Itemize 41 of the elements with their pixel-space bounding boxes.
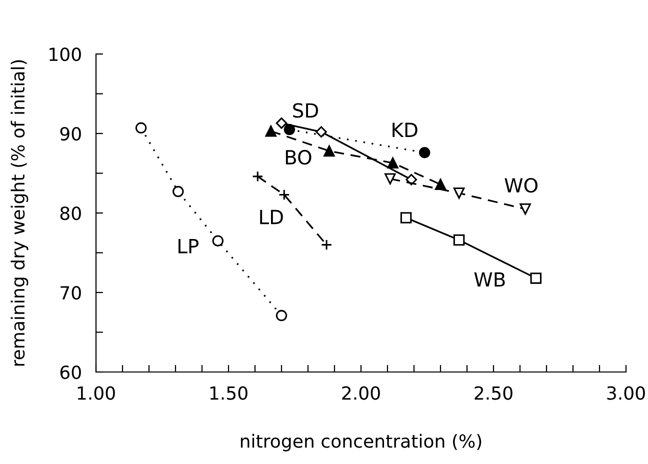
point bbox=[276, 117, 288, 129]
point bbox=[284, 124, 296, 136]
y-tick-label: 80 bbox=[60, 206, 81, 220]
point bbox=[320, 239, 332, 250]
point bbox=[387, 157, 398, 169]
point bbox=[316, 126, 327, 138]
y-tick-label: 100 bbox=[50, 47, 81, 62]
x-tick-label: 1.50 bbox=[210, 386, 248, 400]
point bbox=[278, 189, 290, 200]
x-tick-label: 1.00 bbox=[78, 386, 115, 400]
point bbox=[406, 174, 418, 186]
point bbox=[135, 122, 147, 134]
point bbox=[384, 173, 396, 184]
x-tick-label: 2.50 bbox=[474, 386, 512, 400]
series-label: LP bbox=[178, 239, 199, 254]
y-tick-label: 90 bbox=[60, 126, 81, 141]
series-label: WO bbox=[504, 178, 538, 193]
point bbox=[324, 145, 335, 157]
point bbox=[520, 203, 531, 215]
series-label: KD bbox=[392, 122, 418, 137]
point bbox=[453, 234, 465, 246]
y-tick-label: 60 bbox=[60, 365, 81, 380]
series-label: LD bbox=[260, 210, 283, 224]
point bbox=[453, 188, 465, 199]
point bbox=[276, 310, 288, 322]
x-tick-label: 3.00 bbox=[607, 386, 645, 400]
point bbox=[434, 178, 446, 190]
point bbox=[530, 272, 542, 284]
point bbox=[400, 212, 412, 224]
point bbox=[212, 235, 224, 246]
point bbox=[418, 146, 430, 158]
x-tick-label: 2.00 bbox=[342, 386, 380, 400]
series-label: BO bbox=[286, 150, 312, 165]
point bbox=[252, 170, 264, 182]
x-axis-title: nitrogen concentration (%) bbox=[240, 434, 482, 452]
y-axis-title: remaining dry weight (% of initial) bbox=[10, 60, 28, 366]
series-label: WB bbox=[474, 272, 505, 287]
series-label: SD bbox=[293, 103, 318, 118]
point bbox=[265, 125, 277, 137]
point bbox=[172, 186, 184, 198]
y-tick-label: 70 bbox=[60, 286, 81, 300]
